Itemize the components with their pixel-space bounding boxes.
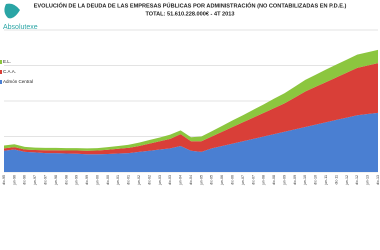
- x-tick-label: jun-02: [137, 175, 141, 186]
- logo: Absolutexe: [3, 3, 38, 31]
- logo-text: Absolutexe: [3, 24, 38, 31]
- x-tick-label: dic-11: [334, 175, 338, 185]
- x-tick-label: jun-03: [158, 175, 162, 186]
- x-tick-label: jun-07: [241, 175, 245, 186]
- chart-subtitle: TOTAL: 51.610.228.000€ - 4T 2013: [145, 11, 234, 17]
- x-tick-label: jun-01: [116, 175, 120, 186]
- x-tick-label: dic-99: [85, 175, 89, 185]
- x-tick-label: jun-04: [179, 175, 183, 186]
- legend-swatch: [0, 70, 2, 74]
- x-tick-label: jun-96: [12, 175, 16, 186]
- x-tick-label: jun-08: [262, 175, 266, 186]
- x-tick-label: dic-06: [231, 175, 235, 185]
- x-tick-label: dic-00: [106, 175, 110, 185]
- x-tick-label: dic-05: [210, 175, 214, 185]
- x-tick-label: dic-08: [272, 175, 276, 185]
- legend-swatch: [0, 80, 2, 84]
- x-tick-label: jun-06: [220, 175, 224, 186]
- x-tick-label: dic-96: [23, 175, 27, 185]
- x-tick-label: dic-03: [168, 175, 172, 185]
- x-tick-label: jun-98: [54, 175, 58, 186]
- x-tick-label: dic-07: [251, 175, 255, 185]
- area: [4, 63, 378, 155]
- x-tick-label: jun-13: [366, 175, 370, 186]
- x-tick-label: dic-01: [127, 175, 131, 185]
- chart-title: EVOLUCIÓN DE LA DEUDA DE LAS EMPRESAS PÚ…: [34, 1, 347, 9]
- x-tick-label: jun-99: [75, 175, 79, 186]
- x-tick-label: dic-98: [64, 175, 68, 185]
- x-tick-label: jun-12: [345, 175, 349, 186]
- x-tick-label: jun-09: [282, 175, 286, 186]
- x-tick-label: dic-10: [314, 175, 318, 185]
- x-tick-label: dic-02: [147, 175, 151, 185]
- area: [4, 112, 378, 172]
- legend-label: E.L.: [3, 59, 11, 64]
- x-tick-label: dic-12: [355, 175, 359, 185]
- x-tick-label: dic-04: [189, 175, 193, 185]
- logo-icon: [4, 3, 20, 19]
- x-tick-label: jun-05: [199, 175, 203, 186]
- x-tick-label: jun-97: [33, 175, 37, 186]
- x-tick-label: jun-11: [324, 175, 328, 186]
- x-tick-label: dic-97: [44, 175, 48, 185]
- legend-swatch: [0, 60, 2, 64]
- legend-label: C.A.A.: [3, 69, 16, 74]
- legend-label: Admón Central: [3, 79, 33, 84]
- x-tick-label: jun-10: [303, 175, 307, 186]
- x-tick-label: dic-09: [293, 175, 297, 185]
- x-tick-label: dic-13: [376, 175, 380, 185]
- x-tick-label: dic-95: [2, 175, 6, 185]
- x-tick-label: jun-00: [95, 175, 99, 186]
